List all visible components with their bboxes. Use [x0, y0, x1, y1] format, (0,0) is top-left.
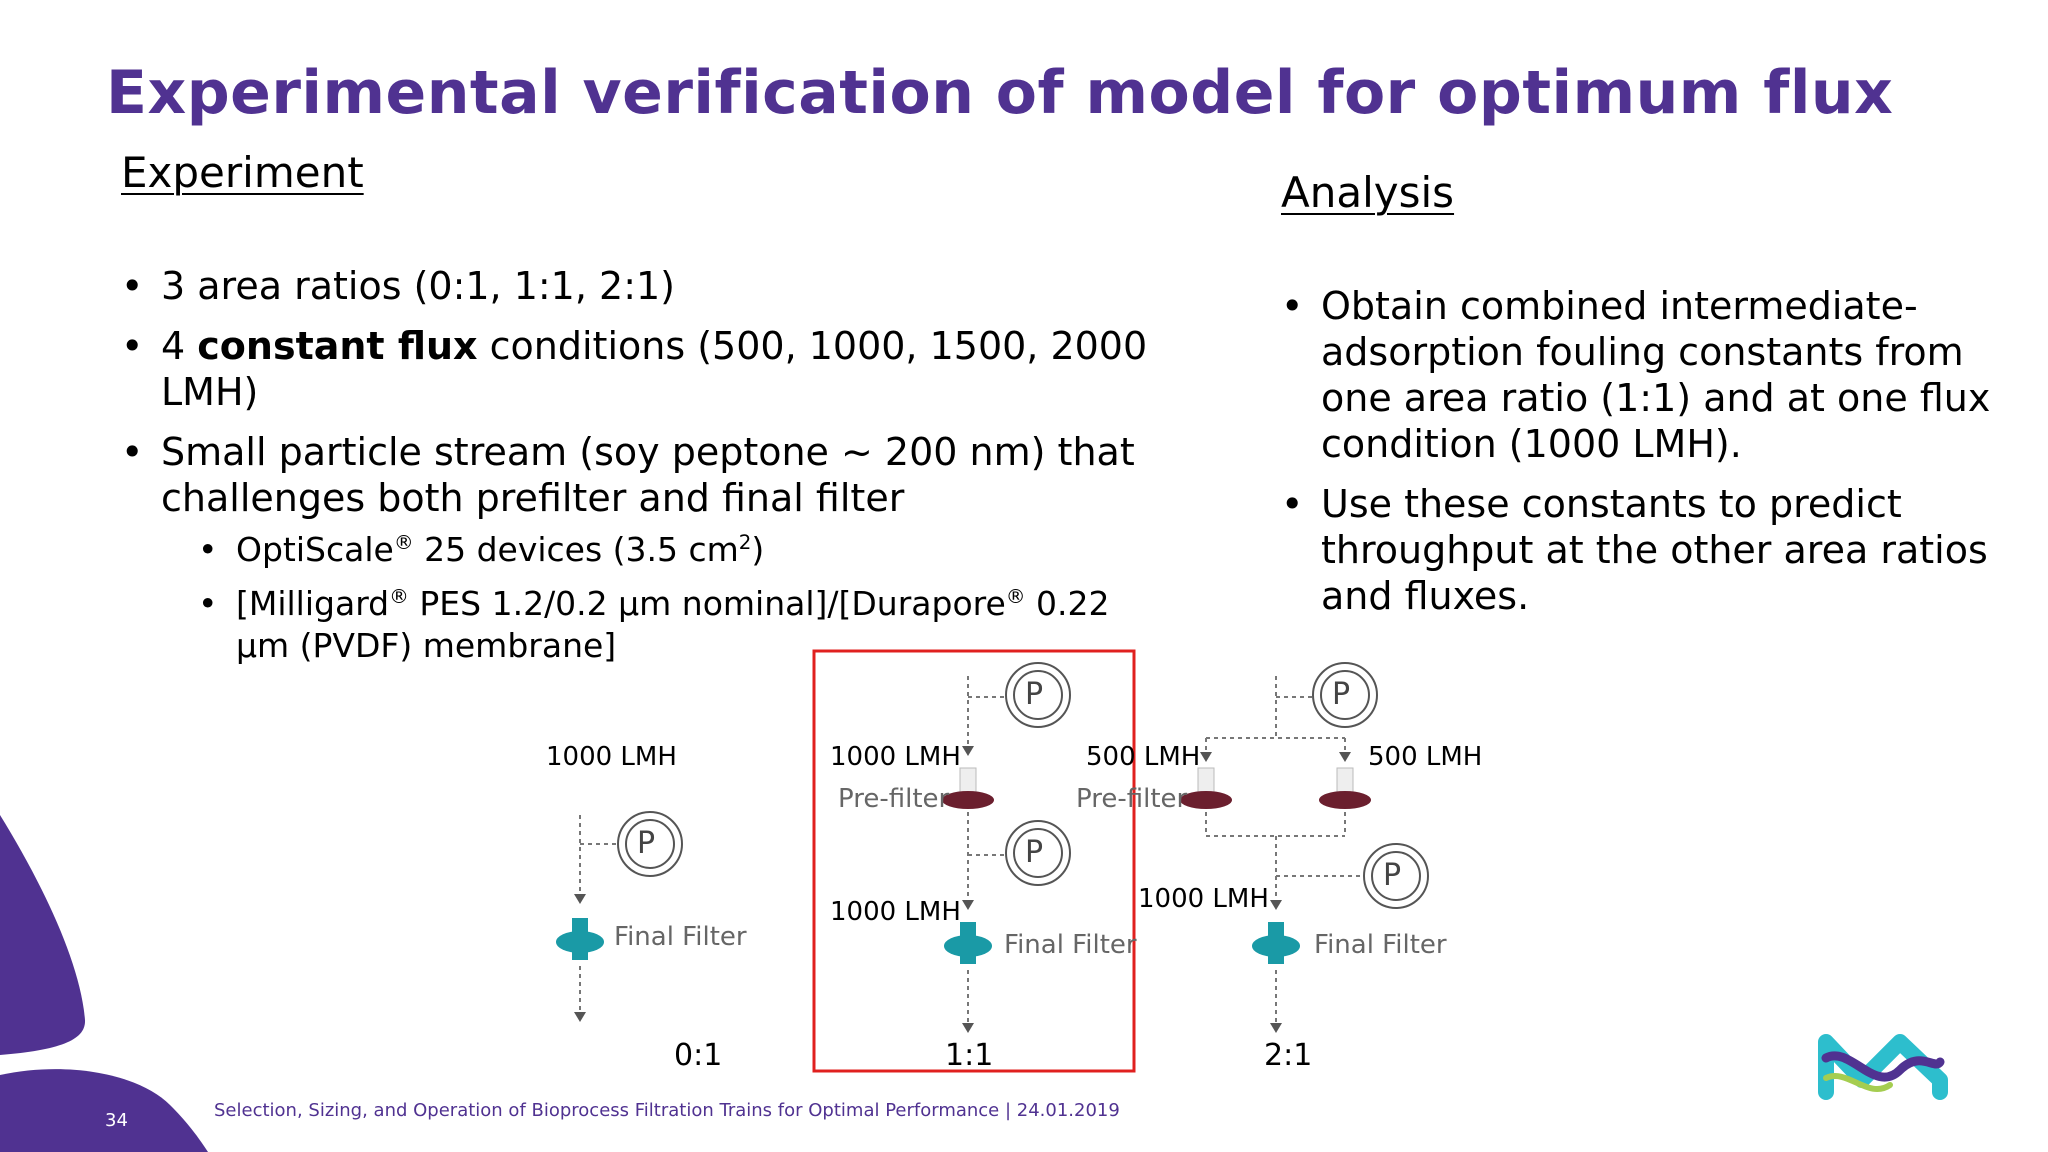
- left-purple-shape: [0, 815, 86, 1055]
- footer-text: Selection, Sizing, and Operation of Biop…: [214, 1100, 1120, 1121]
- ratio2-flux-right-label: 500 LMH: [1368, 742, 1483, 772]
- experiment-bullet-flux-conditions: 4 constant flux conditions (500, 1000, 1…: [121, 323, 1191, 415]
- text: ): [751, 530, 765, 569]
- ratio0-flux-label: 1000 LMH: [546, 742, 677, 772]
- analysis-heading: Analysis: [1281, 168, 1455, 217]
- analysis-bullet-predict: Use these constants to predict throughpu…: [1281, 481, 2001, 619]
- page-number: 34: [105, 1110, 128, 1131]
- text: [Milligard: [236, 584, 390, 623]
- experiment-list: 3 area ratios (0:1, 1:1, 2:1) 4 constant…: [121, 263, 1191, 679]
- gauge-letter: P: [1383, 858, 1402, 893]
- bullet-text: Small particle stream (soy peptone ~ 200…: [161, 430, 1135, 520]
- text: OptiScale: [236, 530, 394, 569]
- registered-mark: ®: [389, 585, 409, 608]
- piping: [579, 676, 1366, 1025]
- gauge-letter: P: [1332, 677, 1351, 712]
- ratio1-label: 1:1: [945, 1038, 994, 1073]
- text: PES 1.2/0.2 µm nominal]/[Durapore: [408, 584, 1006, 623]
- final-filter-devices: [556, 918, 1300, 964]
- bullet-text-pre: 4: [161, 324, 198, 368]
- bottom-purple-shape: [0, 1069, 208, 1152]
- bullet-text: Obtain combined intermediate-adsorption …: [1321, 284, 1991, 466]
- registered-mark: ®: [1005, 585, 1026, 608]
- bullet-text: 3 area ratios (0:1, 1:1, 2:1): [161, 264, 676, 308]
- analysis-bullet-obtain-constants: Obtain combined intermediate-adsorption …: [1281, 283, 2001, 467]
- ratio1-flux-bottom-label: 1000 LMH: [830, 897, 961, 927]
- subbullet-devices: OptiScale® 25 devices (3.5 cm2): [198, 529, 1191, 571]
- gauge-letter: P: [637, 826, 656, 861]
- subbullet-membranes: [Milligard® PES 1.2/0.2 µm nominal]/[Dur…: [198, 583, 1136, 667]
- gauge-letter: P: [1025, 677, 1044, 712]
- slide-title: Experimental verification of model for o…: [106, 58, 1894, 128]
- bullet-text: Use these constants to predict throughpu…: [1321, 482, 1988, 618]
- registered-mark: ®: [393, 531, 414, 554]
- ratio1-prefilter-label: Pre-filter: [838, 784, 950, 814]
- ratio2-label: 2:1: [1264, 1038, 1313, 1073]
- ratio2-prefilter-label: Pre-filter: [1076, 784, 1188, 814]
- bullet-text-post: conditions (500, 1000, 1500, 2000 LMH): [161, 324, 1148, 414]
- experiment-subbullets: OptiScale® 25 devices (3.5 cm2) [Milliga…: [121, 529, 1191, 667]
- ratio2-flux-bottom-label: 1000 LMH: [1138, 884, 1269, 914]
- experiment-bullet-particle-stream: Small particle stream (soy peptone ~ 200…: [121, 429, 1191, 521]
- ratio2-final-filter-label: Final Filter: [1314, 930, 1447, 960]
- superscript: 2: [738, 531, 752, 554]
- highlight-box: [812, 649, 1136, 1073]
- experiment-bullet-area-ratios: 3 area ratios (0:1, 1:1, 2:1): [121, 263, 1191, 309]
- ratio1-flux-top-label: 1000 LMH: [830, 742, 961, 772]
- pressure-gauges: [617, 662, 1429, 909]
- gauge-letter: P: [1025, 835, 1044, 870]
- ratio2-flux-left-label: 500 LMH: [1086, 742, 1201, 772]
- bullet-text-bold: constant flux: [197, 324, 478, 368]
- ratio1-final-filter-label: Final Filter: [1004, 930, 1137, 960]
- prefilter-devices: [942, 767, 1371, 809]
- analysis-list: Obtain combined intermediate-adsorption …: [1281, 283, 2001, 633]
- flow-arrows: [574, 746, 1351, 1033]
- ratio0-final-filter-label: Final Filter: [614, 922, 747, 952]
- text: 25 devices (3.5 cm: [413, 530, 739, 569]
- text: 0.22 µm (PVDF) membrane]: [236, 584, 1110, 665]
- ratio0-label: 0:1: [674, 1038, 723, 1073]
- brand-logo: [1818, 1034, 1948, 1100]
- experiment-heading: Experiment: [121, 148, 364, 197]
